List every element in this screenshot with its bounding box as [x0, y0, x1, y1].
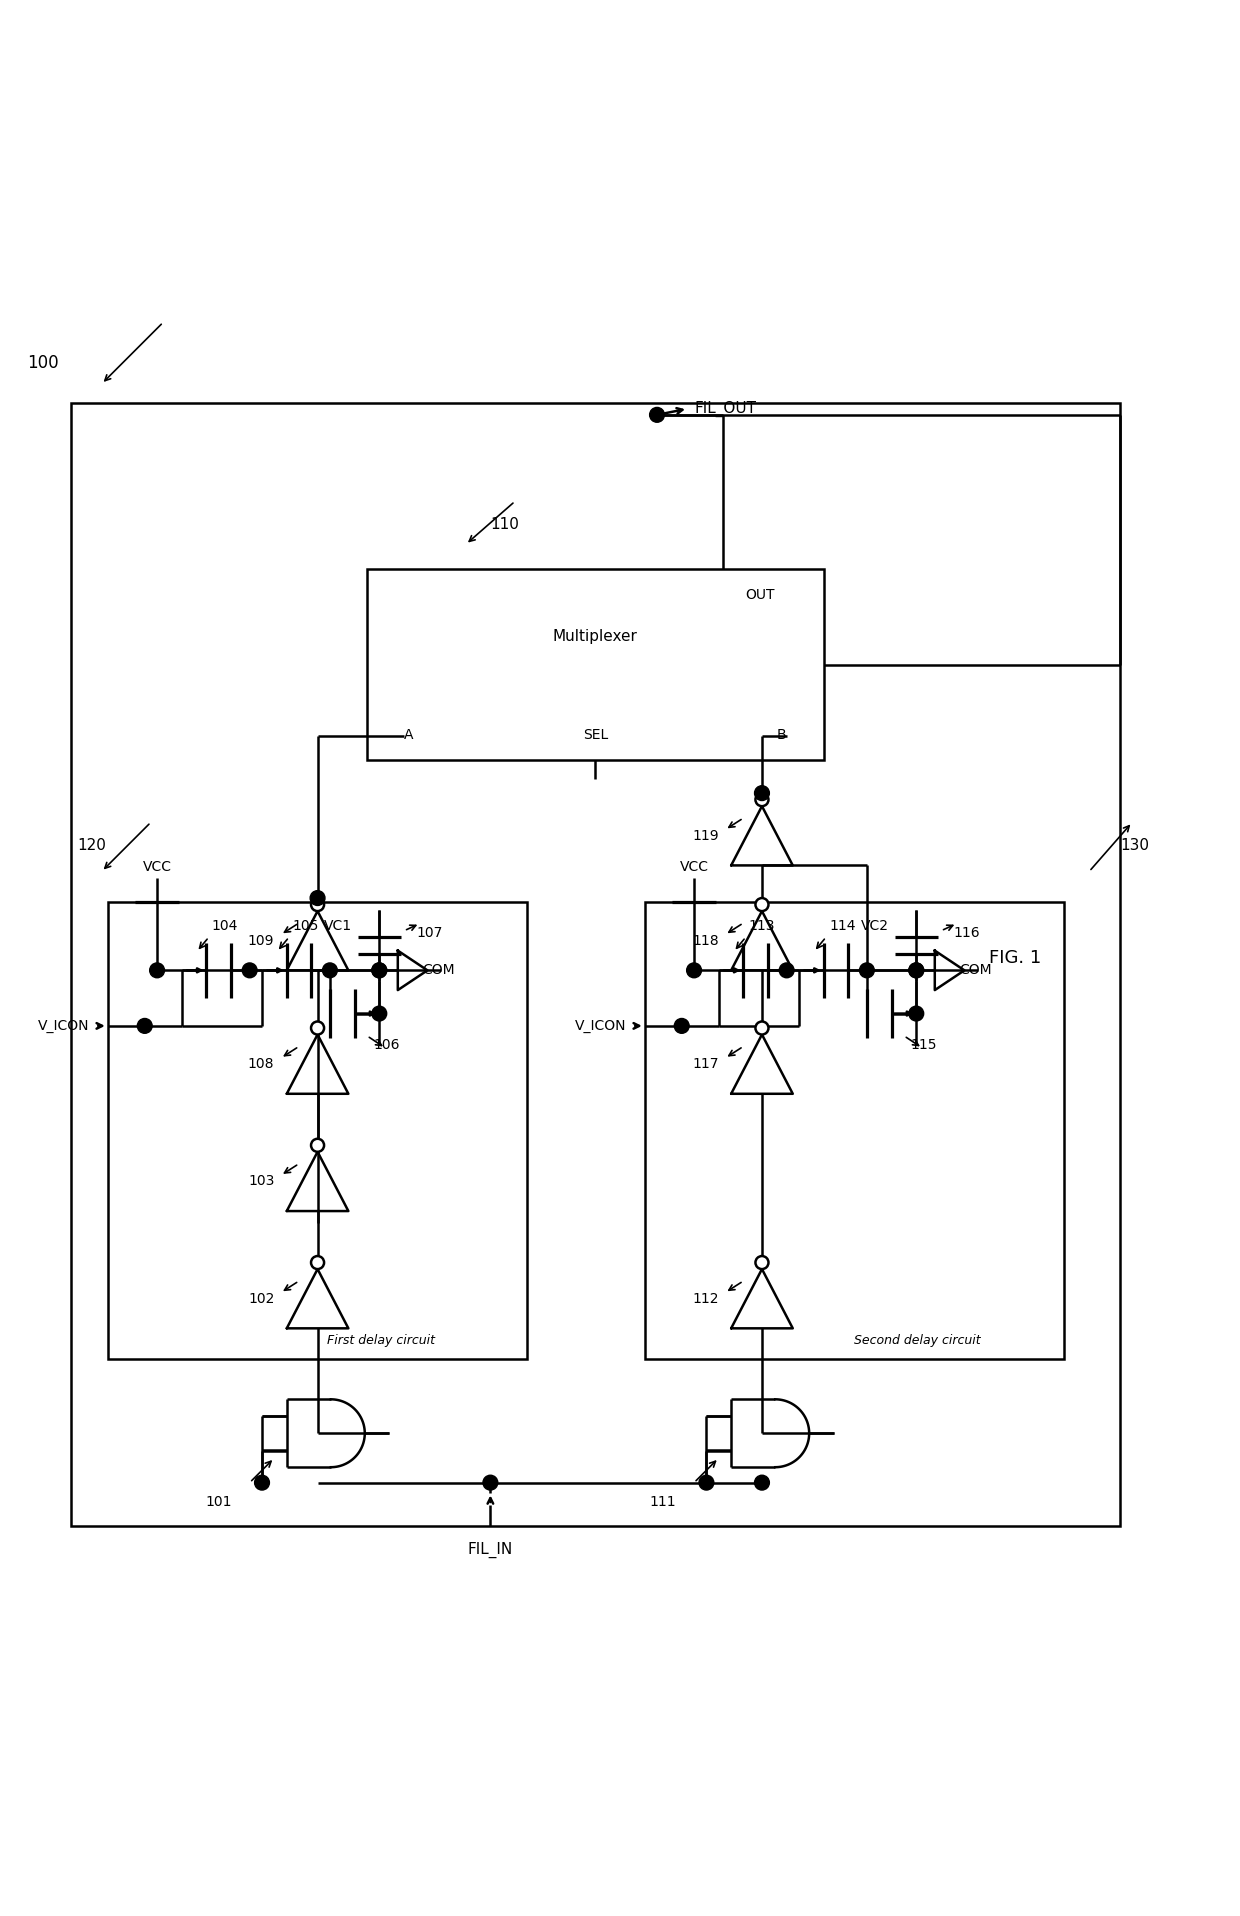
Text: 101: 101 [206, 1494, 232, 1510]
Circle shape [909, 1006, 924, 1021]
Text: 113: 113 [749, 920, 775, 933]
Circle shape [138, 1019, 153, 1033]
Text: FIG. 1: FIG. 1 [988, 948, 1042, 968]
Circle shape [311, 1138, 324, 1152]
Text: 130: 130 [1120, 837, 1149, 853]
Circle shape [322, 964, 337, 977]
Text: Multiplexer: Multiplexer [553, 628, 637, 644]
Text: B: B [777, 728, 786, 741]
Bar [367, 569, 823, 761]
Text: 102: 102 [248, 1291, 274, 1305]
Text: First delay circuit: First delay circuit [326, 1334, 434, 1347]
Circle shape [650, 408, 665, 422]
Text: 114: 114 [830, 920, 856, 933]
Circle shape [372, 1006, 387, 1021]
Text: 111: 111 [650, 1494, 677, 1510]
Circle shape [909, 964, 924, 977]
Text: COM: COM [423, 964, 455, 977]
Circle shape [779, 964, 794, 977]
Circle shape [859, 964, 874, 977]
Bar [645, 902, 1064, 1358]
Text: Second delay circuit: Second delay circuit [854, 1334, 981, 1347]
Circle shape [311, 899, 324, 912]
Text: A: A [404, 728, 413, 741]
Text: VC2: VC2 [861, 920, 889, 933]
Text: VCC: VCC [680, 860, 708, 874]
Text: 112: 112 [692, 1291, 719, 1305]
Circle shape [755, 1475, 769, 1491]
Bar [71, 402, 1120, 1525]
Circle shape [311, 1021, 324, 1035]
Text: 105: 105 [293, 920, 319, 933]
Text: 119: 119 [692, 830, 719, 843]
Text: COM: COM [960, 964, 992, 977]
Text: 103: 103 [248, 1175, 274, 1188]
Bar [108, 902, 527, 1358]
Circle shape [755, 1257, 769, 1268]
Text: V_ICON: V_ICON [37, 1019, 89, 1033]
Text: 104: 104 [212, 920, 238, 933]
Text: 117: 117 [692, 1058, 719, 1071]
Text: 120: 120 [77, 837, 105, 853]
Circle shape [755, 899, 769, 912]
Circle shape [687, 964, 702, 977]
Text: 118: 118 [692, 933, 719, 948]
Circle shape [242, 964, 257, 977]
Circle shape [150, 964, 165, 977]
Circle shape [310, 891, 325, 906]
Circle shape [254, 1475, 269, 1491]
Text: 110: 110 [490, 517, 520, 533]
Text: 108: 108 [248, 1058, 274, 1071]
Circle shape [909, 964, 924, 977]
Text: FIL_OUT: FIL_OUT [694, 400, 756, 418]
Circle shape [699, 1475, 714, 1491]
Circle shape [755, 793, 769, 807]
Text: 100: 100 [27, 354, 58, 372]
Text: VCC: VCC [143, 860, 171, 874]
Circle shape [372, 964, 387, 977]
Text: V_ICON: V_ICON [574, 1019, 626, 1033]
Text: 107: 107 [417, 925, 443, 941]
Text: 106: 106 [373, 1038, 399, 1052]
Text: 116: 116 [954, 925, 980, 941]
Text: OUT: OUT [745, 588, 774, 602]
Circle shape [675, 1019, 689, 1033]
Circle shape [311, 1257, 324, 1268]
Circle shape [755, 1021, 769, 1035]
Text: 109: 109 [248, 933, 274, 948]
Circle shape [372, 964, 387, 977]
Circle shape [482, 1475, 497, 1491]
Text: FIL_IN: FIL_IN [467, 1542, 513, 1558]
Circle shape [755, 786, 769, 801]
Text: 115: 115 [910, 1038, 936, 1052]
Text: SEL: SEL [583, 728, 608, 741]
Text: VC1: VC1 [324, 920, 352, 933]
